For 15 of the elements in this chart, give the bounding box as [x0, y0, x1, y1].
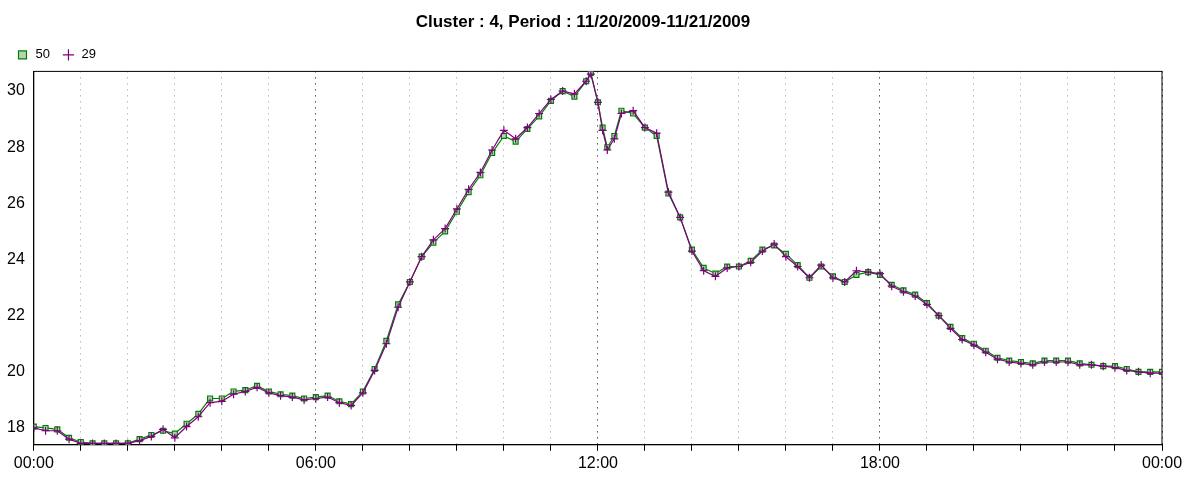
y-tick-label: 26: [7, 193, 25, 211]
y-tick-label: 20: [7, 362, 25, 380]
chart-title: Cluster : 4, Period : 11/20/2009-11/21/2009: [415, 11, 751, 31]
legend-label: 29: [81, 46, 96, 62]
x-tick-label: 12:00: [577, 453, 619, 471]
x-tick-label: 00:00: [1141, 453, 1183, 471]
y-tick-label: 18: [7, 418, 25, 436]
y-tick-label: 30: [7, 81, 25, 99]
y-tick-label: 28: [7, 137, 25, 155]
y-tick-label: 24: [7, 249, 25, 267]
x-tick-label: 00:00: [13, 453, 54, 471]
x-tick-label: 06:00: [295, 453, 336, 471]
legend-label: 50: [35, 46, 50, 62]
y-tick-label: 22: [7, 306, 25, 324]
x-tick-label: 18:00: [859, 453, 901, 471]
